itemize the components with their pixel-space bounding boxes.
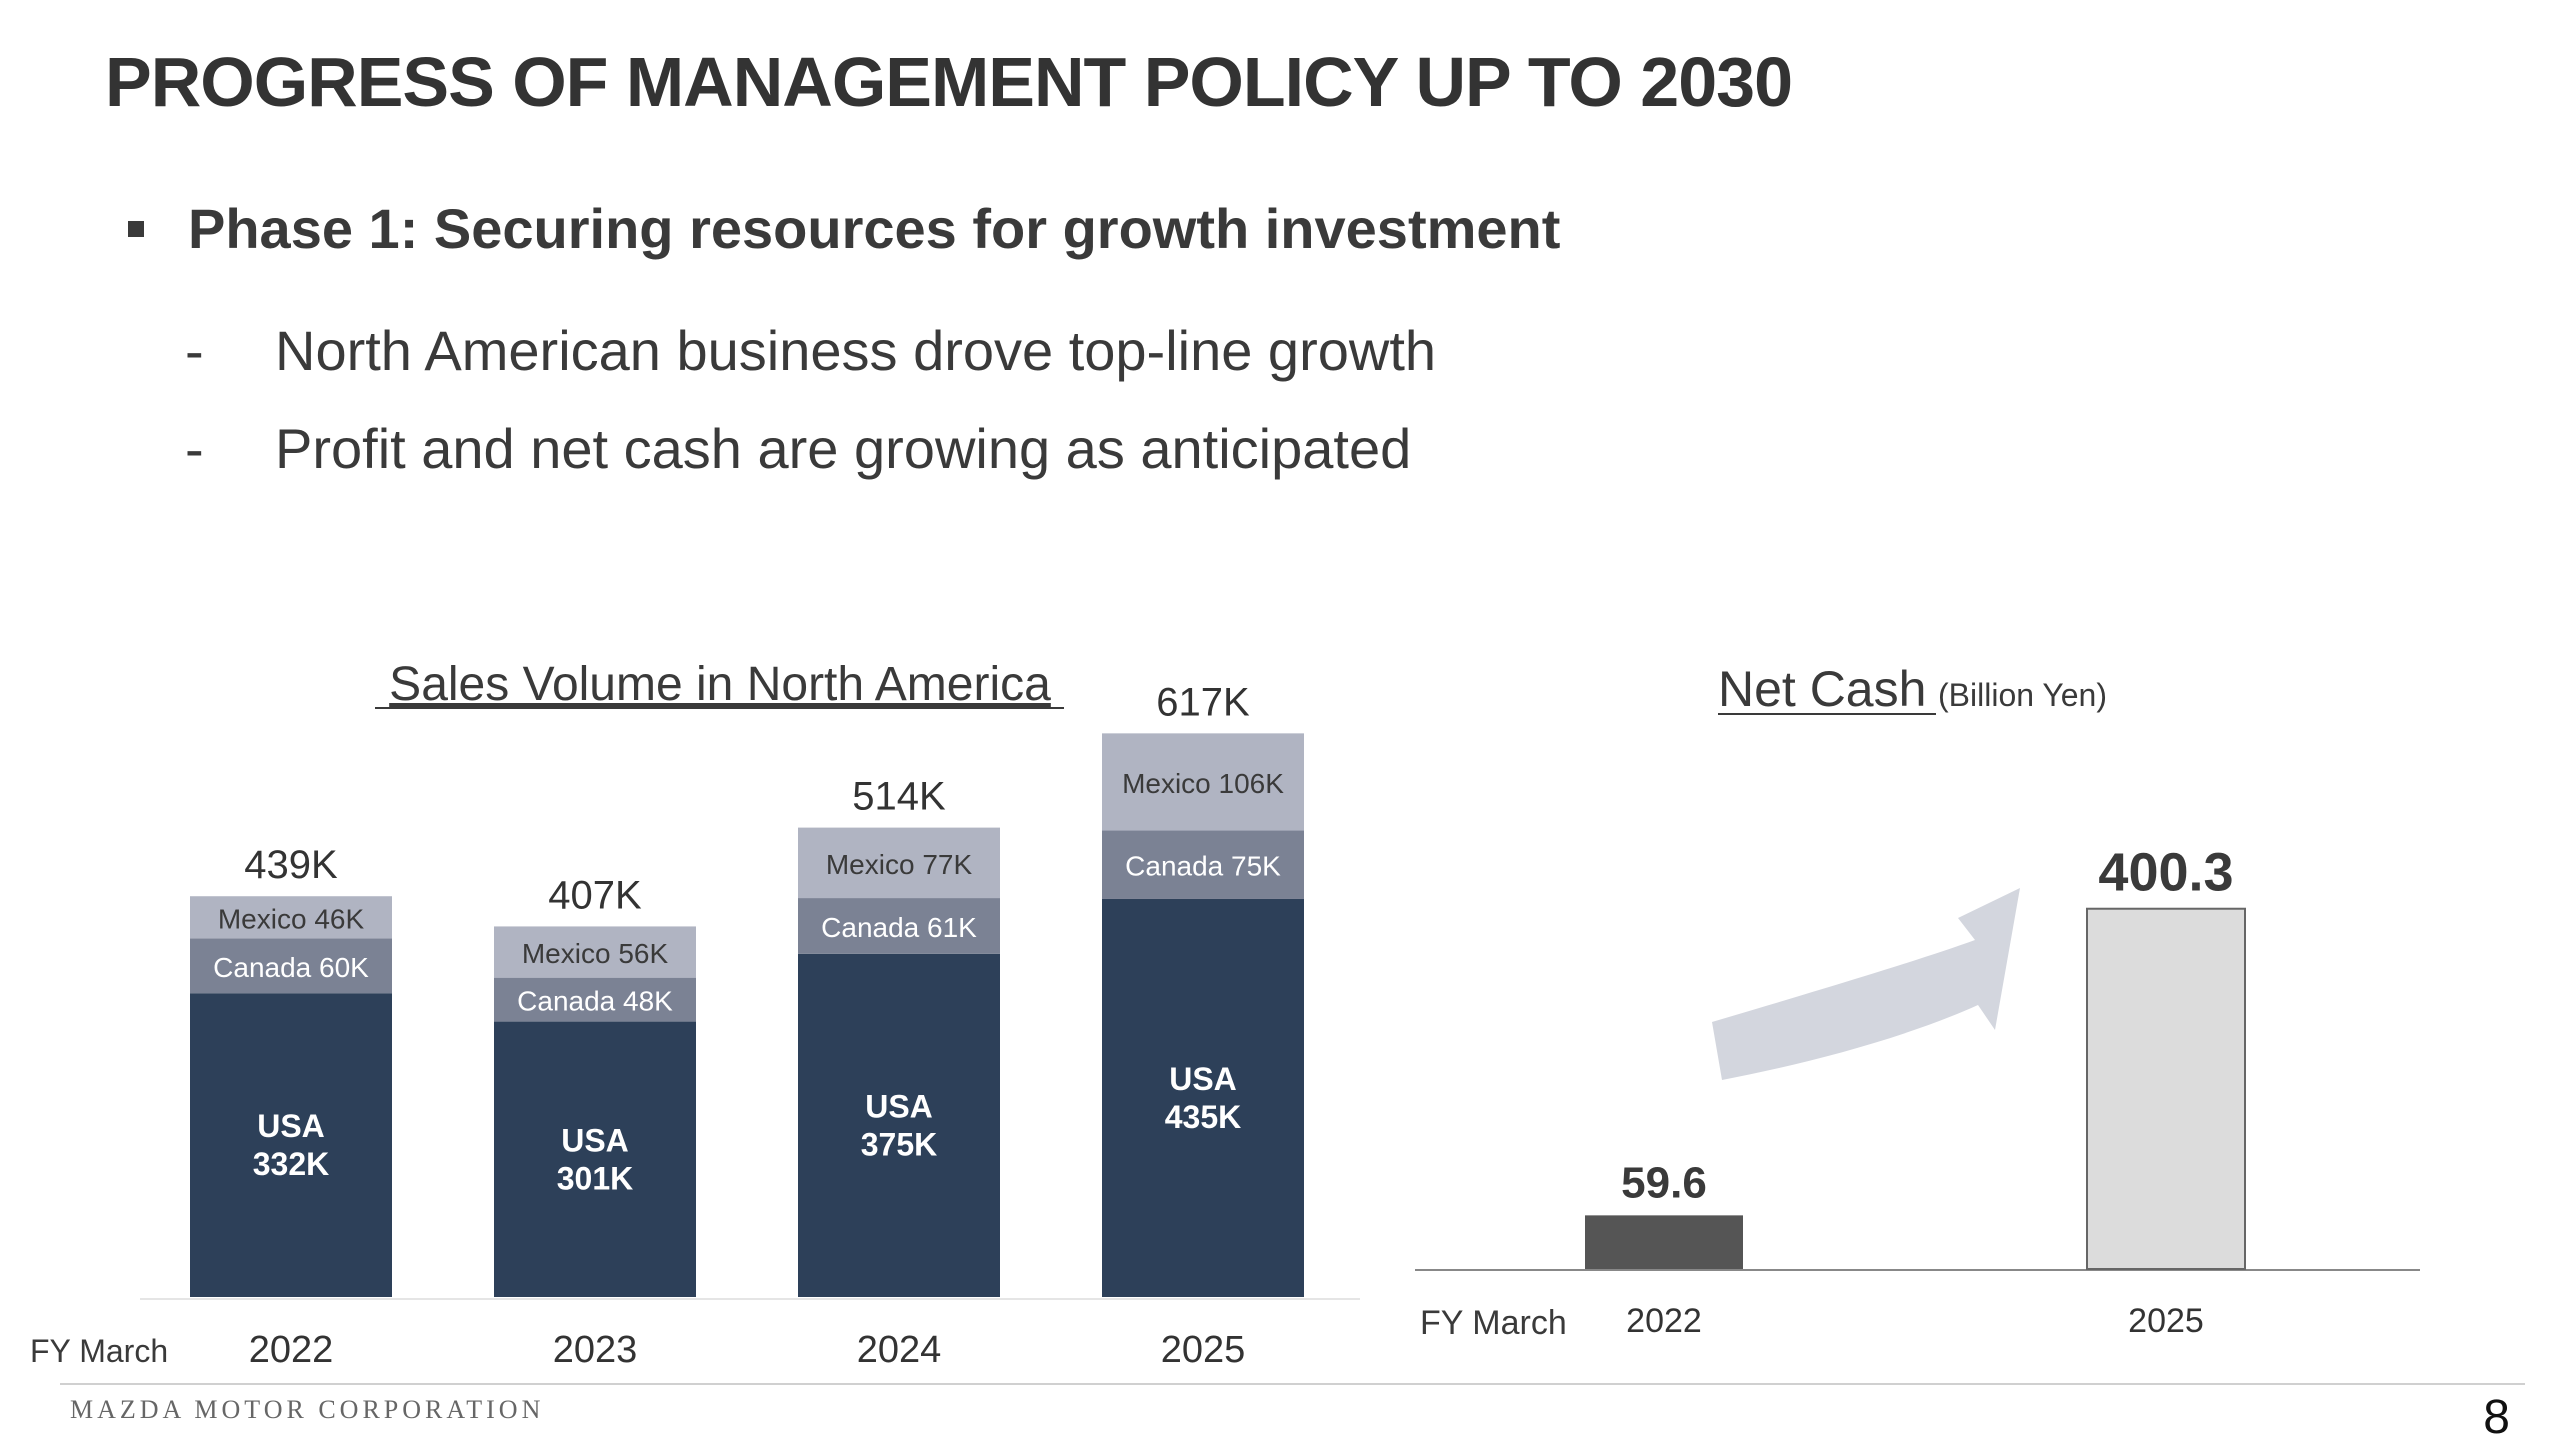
bar-segment-canada-2023 — [494, 977, 696, 1022]
sub-bullet-text: North American business drove top-line g… — [275, 319, 1437, 382]
bar-total-2022: 439K — [244, 843, 338, 887]
bar-label-usa-2023: USA — [561, 1122, 629, 1158]
net-cash-x-tick-2025: 2025 — [2128, 1302, 2204, 1340]
bar-label-usa-2024: USA — [865, 1088, 933, 1124]
bar-label-canada-2022: Canada 60K — [213, 952, 369, 983]
net-cash-x-tick-2022: 2022 — [1626, 1302, 1702, 1340]
bar-segment-mexico-2022 — [190, 896, 392, 939]
sub-bullet-1: - North American business drove top-line… — [185, 318, 1436, 383]
bar-label-usa-2023: 301K — [557, 1160, 634, 1196]
net-cash-bar-2025 — [2086, 907, 2246, 1270]
bar-segment-canada-2024 — [798, 898, 1000, 954]
net-cash-unit: (Billion Yen) — [1938, 677, 2107, 713]
bar-label-usa-2024: 375K — [861, 1126, 938, 1162]
dash-marker: - — [185, 319, 204, 382]
x-tick-2022: 2022 — [249, 1329, 334, 1371]
bar-segment-usa-2024 — [798, 953, 1000, 1297]
net-cash-bars: 59.6 2022 400.3 2025 — [1585, 843, 2246, 1340]
bar-segment-canada-2022 — [190, 938, 392, 994]
slide-title: PROGRESS OF MANAGEMENT POLICY UP TO 2030 — [105, 43, 1793, 121]
sales-x-label: FY March — [30, 1333, 168, 1369]
x-tick-2025: 2025 — [1161, 1329, 1246, 1371]
bar-segment-canada-2025 — [1102, 830, 1304, 899]
bar-label-mexico-2024: Mexico 77K — [826, 849, 973, 880]
bar-label-canada-2024: Canada 61K — [821, 912, 977, 943]
bar-label-usa-2025: USA — [1169, 1061, 1237, 1097]
bar-total-2024: 514K — [852, 775, 946, 819]
dash-marker: - — [185, 417, 204, 480]
x-tick-2023: 2023 — [553, 1329, 638, 1371]
net-cash-title-text: Net Cash — [1718, 661, 1926, 717]
bar-segment-mexico-2024 — [798, 827, 1000, 899]
bar-label-usa-2022: USA — [257, 1108, 325, 1144]
main-bullet-text: Phase 1: Securing resources for growth i… — [188, 197, 1561, 260]
bar-label-mexico-2025: Mexico 106K — [1122, 768, 1284, 799]
bar-segment-mexico-2023 — [494, 926, 696, 978]
net-cash-value-2022: 59.6 — [1621, 1158, 1707, 1207]
net-cash-title: Net Cash (Billion Yen) — [1718, 661, 2107, 717]
footer-divider — [60, 1383, 2525, 1385]
bar-label-mexico-2022: Mexico 46K — [218, 903, 365, 934]
footer-company: MAZDA MOTOR CORPORATION — [70, 1395, 545, 1424]
page-number: 8 — [2483, 1391, 2510, 1444]
net-cash-x-label: FY March — [1420, 1304, 1567, 1342]
net-cash-value-2025: 400.3 — [2098, 843, 2233, 903]
bar-label-mexico-2023: Mexico 56K — [522, 938, 669, 969]
bar-segment-mexico-2025 — [1102, 733, 1304, 831]
bar-segment-usa-2023 — [494, 1021, 696, 1297]
bar-label-canada-2025: Canada 75K — [1125, 851, 1281, 882]
bar-total-2023: 407K — [548, 873, 642, 917]
bar-segment-usa-2022 — [190, 993, 392, 1297]
growth-arrow-icon — [1712, 888, 2020, 1080]
main-bullet: Phase 1: Securing resources for growth i… — [128, 196, 1560, 261]
bar-label-usa-2022: 332K — [253, 1146, 330, 1182]
bar-segment-usa-2025 — [1102, 898, 1304, 1297]
bar-label-canada-2023: Canada 48K — [517, 986, 673, 1017]
net-cash-bar-2022 — [1585, 1215, 1743, 1269]
sub-bullet-text: Profit and net cash are growing as antic… — [275, 417, 1412, 480]
sub-bullet-2: - Profit and net cash are growing as ant… — [185, 416, 1411, 481]
sales-chart-title: Sales Volume in North America — [389, 658, 1051, 711]
x-tick-2024: 2024 — [857, 1329, 942, 1371]
bar-total-2025: 617K — [1156, 680, 1250, 724]
square-bullet-icon — [128, 220, 144, 237]
bar-label-usa-2025: 435K — [1165, 1099, 1242, 1135]
